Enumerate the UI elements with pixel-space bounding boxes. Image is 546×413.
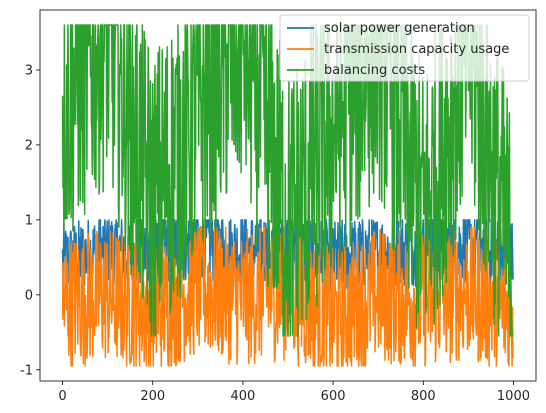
x-tick-label: 0 <box>58 389 66 404</box>
legend-box <box>279 14 530 82</box>
y-tick-label: 2 <box>25 138 33 153</box>
y-tick-label: 1 <box>25 213 33 228</box>
y-axis: -1 0 1 2 3 <box>20 63 40 378</box>
series-layer <box>61 24 514 367</box>
x-axis: 0 200 400 600 800 1000 <box>58 381 530 404</box>
x-tick-label: 800 <box>411 389 436 404</box>
y-tick-label: -1 <box>20 363 33 378</box>
series-line-balancing <box>61 24 514 337</box>
x-tick-label: 200 <box>140 389 165 404</box>
x-tick-label: 400 <box>230 389 255 404</box>
legend: solar power generation transmission capa… <box>279 14 530 82</box>
y-tick-label: 0 <box>25 288 33 303</box>
plot-frame <box>39 9 537 382</box>
y-tick-label: 3 <box>25 63 33 78</box>
legend-label-transmission: transmission capacity usage <box>324 42 509 57</box>
x-tick-label: 600 <box>321 389 346 404</box>
legend-label-balancing: balancing costs <box>324 63 425 78</box>
legend-label-solar: solar power generation <box>324 21 475 36</box>
x-tick-label: 1000 <box>497 389 530 404</box>
